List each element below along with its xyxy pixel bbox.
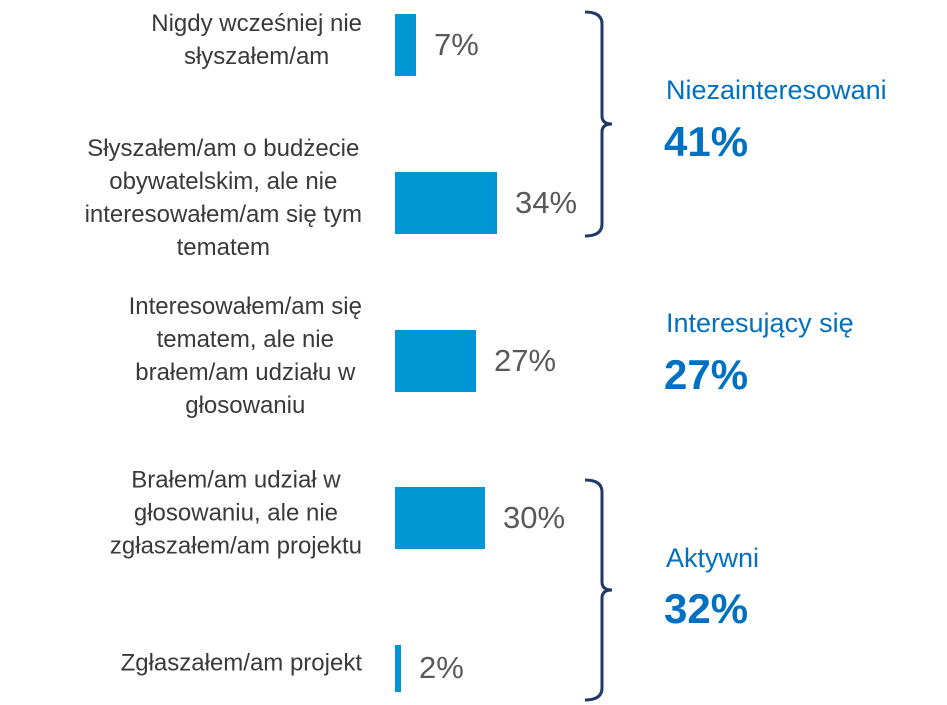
value-label: 2% [419, 650, 464, 685]
group-name: Interesujący się [666, 308, 854, 338]
bar [395, 14, 416, 76]
category-label: słyszałem/am [184, 43, 329, 70]
group-value: 41% [664, 118, 748, 165]
category-label: Interesowałem/am się [129, 293, 362, 320]
value-label: 34% [515, 185, 577, 220]
value-label: 30% [503, 500, 565, 535]
bar [395, 172, 497, 234]
bar [395, 487, 485, 549]
category-label: Zgłaszałem/am projekt [121, 649, 363, 676]
category-label: Słyszałem/am o budżecie [87, 135, 359, 162]
group-name: Niezainteresowani [666, 75, 887, 105]
bar [395, 645, 401, 692]
category-label: brałem/am udziału w [135, 359, 356, 386]
category-label: interesowałem/am się tym [85, 201, 362, 228]
category-label: tematem [177, 234, 270, 261]
bar [395, 330, 476, 392]
category-label: zgłaszałem/am projektu [110, 532, 362, 559]
category-label: głosowaniu [185, 392, 305, 419]
category-label: Nigdy wcześniej nie [151, 10, 362, 37]
bracket [584, 478, 613, 702]
group-name: Aktywni [666, 543, 759, 573]
category-label: obywatelskim, ale nie [109, 168, 337, 195]
bracket [584, 10, 613, 238]
value-label: 7% [434, 27, 479, 62]
group-value: 32% [664, 585, 748, 632]
group-value: 27% [664, 351, 748, 398]
category-label: głosowaniu, ale nie [134, 499, 338, 526]
category-label: Brałem/am udział w [131, 466, 341, 493]
category-label: tematem, ale nie [157, 326, 334, 353]
value-label: 27% [494, 343, 556, 378]
